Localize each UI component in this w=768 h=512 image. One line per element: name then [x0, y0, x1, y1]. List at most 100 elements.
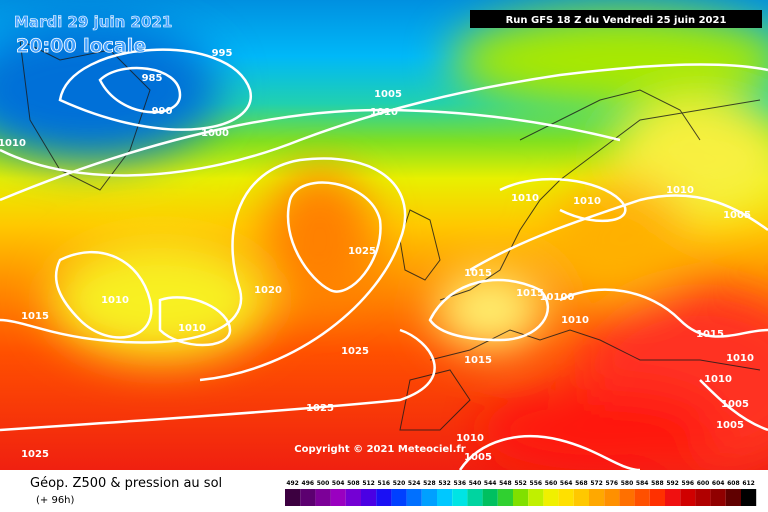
- legend-swatch: [391, 489, 407, 506]
- legend-swatch: [741, 489, 757, 506]
- legend: 492 496 500 504 508 512 516 520 524 528 532 536 540 5…: [285, 480, 757, 506]
- isobar-label: 1005: [374, 89, 402, 100]
- legend-label: 596: [682, 480, 695, 487]
- legend-label: 492: [286, 480, 299, 487]
- legend-label: 540: [469, 480, 482, 487]
- legend-swatch: [482, 489, 498, 506]
- legend-swatch: [528, 489, 544, 506]
- legend-swatch: [376, 489, 392, 506]
- legend-swatch: [649, 489, 665, 506]
- isobar-label: 1010: [370, 107, 398, 118]
- isobar-label: 1005: [716, 420, 744, 431]
- legend-label: 516: [378, 480, 391, 487]
- legend-swatch: [680, 489, 696, 506]
- isobar-label: 10100: [540, 292, 575, 303]
- legend-label: 580: [621, 480, 634, 487]
- legend-label: 556: [530, 480, 543, 487]
- isobar-labels: 995 985 990 1000 1010 1005 1010 1025 1020 1010 101…: [0, 48, 754, 463]
- legend-label: 512: [362, 480, 375, 487]
- legend-swatch: [589, 489, 605, 506]
- legend-swatch: [665, 489, 681, 506]
- isobar-label: 1010: [511, 193, 539, 204]
- legend-label: 584: [636, 480, 649, 487]
- isobar-label: 990: [152, 106, 173, 117]
- run-banner: [470, 10, 762, 28]
- legend-swatch: [634, 489, 650, 506]
- legend-label: 500: [317, 480, 330, 487]
- legend-label: 544: [484, 480, 497, 487]
- footer-title: Géop. Z500 & pression au sol: [30, 476, 222, 491]
- isobar-label: 1010: [178, 323, 206, 334]
- legend-swatch: [558, 489, 574, 506]
- isobar-label: 1015: [696, 329, 724, 340]
- isobar-label: 1010: [573, 196, 601, 207]
- legend-label: 536: [454, 480, 467, 487]
- legend-swatch: [300, 489, 316, 506]
- legend-label: 524: [408, 480, 421, 487]
- legend-swatch: [573, 489, 589, 506]
- legend-swatch: [452, 489, 468, 506]
- isobar-label: 1020: [254, 285, 282, 296]
- legend-label: 508: [347, 480, 360, 487]
- isobar-label: 1000: [201, 128, 229, 139]
- isobar-label: 995: [212, 48, 233, 59]
- legend-swatch: [497, 489, 513, 506]
- run-info: Run GFS 18 Z du Vendredi 25 juin 2021: [506, 15, 727, 26]
- isobar-label: 985: [142, 73, 163, 84]
- legend-label: 520: [393, 480, 406, 487]
- legend-label: 600: [697, 480, 710, 487]
- map-field: [0, 0, 768, 470]
- isobar-label: 1010: [0, 138, 26, 149]
- legend-label: 532: [438, 480, 451, 487]
- legend-label: 588: [651, 480, 664, 487]
- legend-swatch: [315, 489, 331, 506]
- legend-label: 612: [742, 480, 755, 487]
- legend-swatch: [725, 489, 741, 506]
- copyright: Copyright © 2021 Meteociel.fr: [294, 444, 465, 455]
- legend-swatch: [619, 489, 635, 506]
- legend-swatch: [361, 489, 377, 506]
- legend-label: 572: [590, 480, 603, 487]
- isobar-label: 1010: [101, 295, 129, 306]
- legend-swatch: [345, 489, 361, 506]
- legend-swatch: [406, 489, 422, 506]
- isobar-label: 1010: [704, 374, 732, 385]
- map-time: 20:00 locale: [16, 35, 146, 57]
- legend-label: 548: [499, 480, 512, 487]
- legend-swatch: [437, 489, 453, 506]
- isobar-label: 1015: [516, 288, 544, 299]
- legend-label: 504: [332, 480, 345, 487]
- legend-swatch: [467, 489, 483, 506]
- isobar-label: 1015: [464, 268, 492, 279]
- isobar-label: 1025: [306, 403, 334, 414]
- isobar-label: 1005: [723, 210, 751, 221]
- legend-swatch: [543, 489, 559, 506]
- legend-label: 576: [606, 480, 619, 487]
- legend-label: 568: [575, 480, 588, 487]
- map-date: Mardi 29 juin 2021: [14, 13, 172, 31]
- legend-swatch: [330, 489, 346, 506]
- legend-swatch: [513, 489, 529, 506]
- isobar-label: 1005: [464, 452, 492, 463]
- legend-label: 528: [423, 480, 436, 487]
- legend-label: 552: [514, 480, 527, 487]
- isobar-label: 1015: [21, 311, 49, 322]
- isobar-label: 1010: [561, 315, 589, 326]
- legend-label: 564: [560, 480, 573, 487]
- isobar-label: 1010: [456, 433, 484, 444]
- legend-swatch: [604, 489, 620, 506]
- legend-label: 496: [302, 480, 315, 487]
- legend-swatch: [710, 489, 726, 506]
- isobar-label: 1010: [726, 353, 754, 364]
- legend-swatch: [285, 489, 301, 506]
- isobar-label: 1025: [341, 346, 369, 357]
- legend-label: 592: [666, 480, 679, 487]
- isobar-label: 1005: [721, 399, 749, 410]
- isobar-label: 1010: [666, 185, 694, 196]
- isobar-label: 1015: [464, 355, 492, 366]
- legend-label: 604: [712, 480, 725, 487]
- legend-label: 608: [727, 480, 740, 487]
- footer-lead: (+ 96h): [36, 495, 75, 506]
